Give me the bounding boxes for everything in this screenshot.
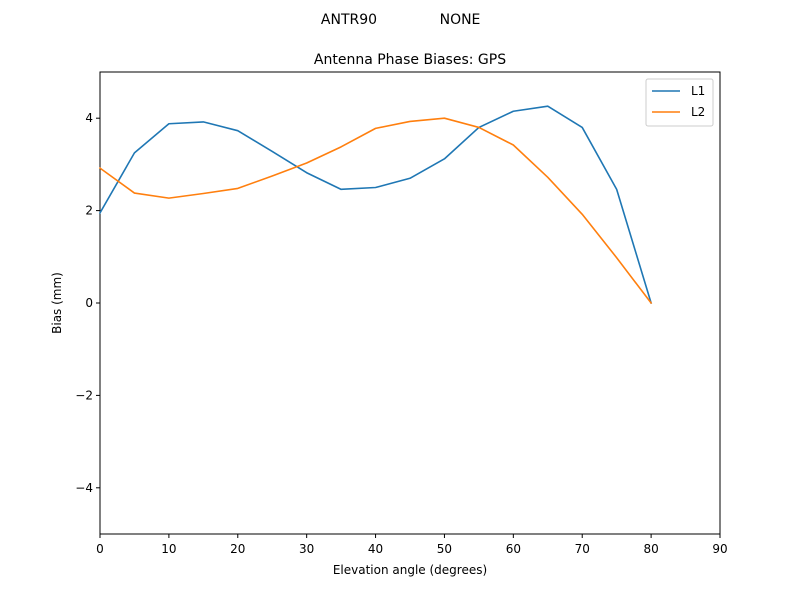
series-line-l2	[98, 117, 653, 305]
x-tick-label: 60	[506, 542, 521, 556]
x-tick-label: 50	[437, 542, 452, 556]
chart-title: Antenna Phase Biases: GPS	[314, 52, 506, 68]
plot-frame	[99, 71, 721, 535]
x-tick-label: 0	[96, 542, 104, 556]
x-axis-label: Elevation angle (degrees)	[333, 563, 487, 577]
series-line-l1	[98, 105, 653, 304]
x-tick-label: 40	[368, 542, 383, 556]
y-tick-label: 4	[85, 111, 93, 125]
x-tick-label: 30	[299, 542, 314, 556]
y-tick-label: 2	[85, 204, 93, 218]
y-tick-label: −4	[75, 481, 93, 495]
x-tick-label: 70	[575, 542, 590, 556]
legend-label-l2: L2	[691, 105, 705, 119]
y-axis-label: Bias (mm)	[50, 272, 64, 334]
x-tick-label: 20	[230, 542, 245, 556]
y-tick-label: 0	[85, 296, 93, 310]
legend-label-l1: L1	[691, 84, 705, 98]
suptitle-radome: NONE	[440, 12, 481, 28]
x-tick-label: 90	[712, 542, 727, 556]
suptitle-antenna: ANTR90	[321, 12, 377, 28]
y-tick-label: −2	[75, 388, 93, 402]
x-tick-label: 80	[643, 542, 658, 556]
x-tick-label: 10	[161, 542, 176, 556]
